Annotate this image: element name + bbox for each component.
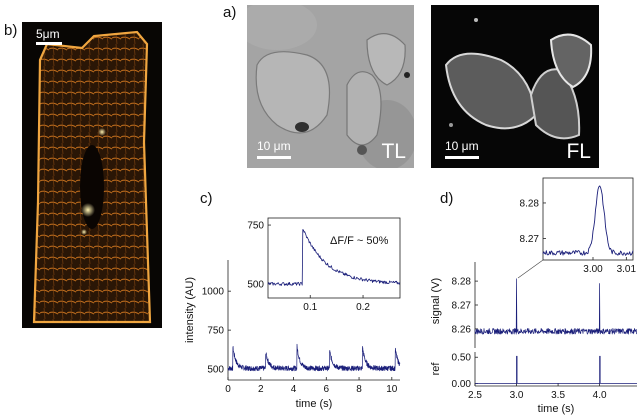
d-signal-trace <box>474 278 638 335</box>
d-ref-ylabel: ref <box>430 362 442 376</box>
c-main-xtick-label: 4 <box>291 384 297 395</box>
d-signal-ylabel: signal (V) <box>430 278 442 324</box>
d-inset-ytick-label: 8.28 <box>520 198 540 209</box>
d-signal-ytick-label: 8.26 <box>452 324 472 335</box>
c-inset-frame <box>267 217 401 299</box>
c-inset-xtick-label: 0.2 <box>356 302 370 313</box>
c-main-xtick-label: 2 <box>258 384 264 395</box>
c-inset-ytick-label: 500 <box>247 279 264 290</box>
c-main-ytick-label: 500 <box>207 365 224 376</box>
fl-label: FL <box>566 140 591 163</box>
tl-scale-bar <box>257 156 291 159</box>
d-signal-ytick-label: 8.27 <box>452 301 472 312</box>
d-inset-trace <box>542 185 634 256</box>
d-inset-bg <box>543 178 633 260</box>
d-xlabel: time (s) <box>538 403 575 415</box>
c-main-xtick-label: 0 <box>225 384 231 395</box>
c-inset-ytick-label: 750 <box>247 221 264 232</box>
c-main-xtick-label: 8 <box>356 384 362 395</box>
d-inset-xtick-label: 3.01 <box>617 264 637 275</box>
d-inset-ytick-label: 8.27 <box>520 234 540 245</box>
tl-image: 10 μm TL <box>247 5 414 168</box>
d-inset-connector <box>517 259 544 279</box>
c-inset-xtick-label: 0.1 <box>303 302 317 313</box>
panel-label-d: d) <box>440 190 454 207</box>
c-main-xtick-label: 6 <box>324 384 330 395</box>
d-inset-xtick-label: 3.00 <box>583 264 603 275</box>
c-inset-trace <box>267 229 401 286</box>
fl-image: 10 μm FL <box>431 5 599 168</box>
d-ref-trace <box>475 355 637 384</box>
b-scale-label: 5μm <box>36 27 60 41</box>
c-inset-bg <box>268 218 400 298</box>
cardiomyocyte-image: 5μm <box>22 22 162 328</box>
c-main-ylabel: intensity (AU) <box>184 277 196 343</box>
d-ref-xtick-label: 4.0 <box>593 390 607 401</box>
d-ref-ytick-label: 0.00 <box>452 379 472 390</box>
c-main-ytick-label: 1000 <box>202 287 225 298</box>
c-main-xtick-label: 10 <box>386 384 398 395</box>
fl-scale-label: 10 μm <box>445 139 479 153</box>
tl-scale-label: 10 μm <box>257 139 291 153</box>
b-scale-bar <box>36 42 62 45</box>
d-ref-xtick-label: 3.0 <box>510 390 524 401</box>
panel-label-b: b) <box>4 22 18 39</box>
c-main-xlabel: time (s) <box>296 398 333 410</box>
c-inset-annotation: ΔF/F ~ 50% <box>330 235 389 247</box>
d-ref-xtick-label: 2.5 <box>468 390 482 401</box>
panel-label-a: a) <box>223 4 237 21</box>
tl-label: TL <box>381 140 406 163</box>
d-ref-xtick-label: 3.5 <box>551 390 565 401</box>
c-main-ytick-label: 750 <box>207 326 224 337</box>
d-signal-ytick-label: 8.28 <box>452 277 472 288</box>
d-inset-frame <box>542 177 634 261</box>
panel-label-c: c) <box>200 190 213 207</box>
d-ref-ytick-label: 0.50 <box>452 353 472 364</box>
fl-scale-bar <box>445 156 479 159</box>
c-main-trace <box>227 343 401 372</box>
